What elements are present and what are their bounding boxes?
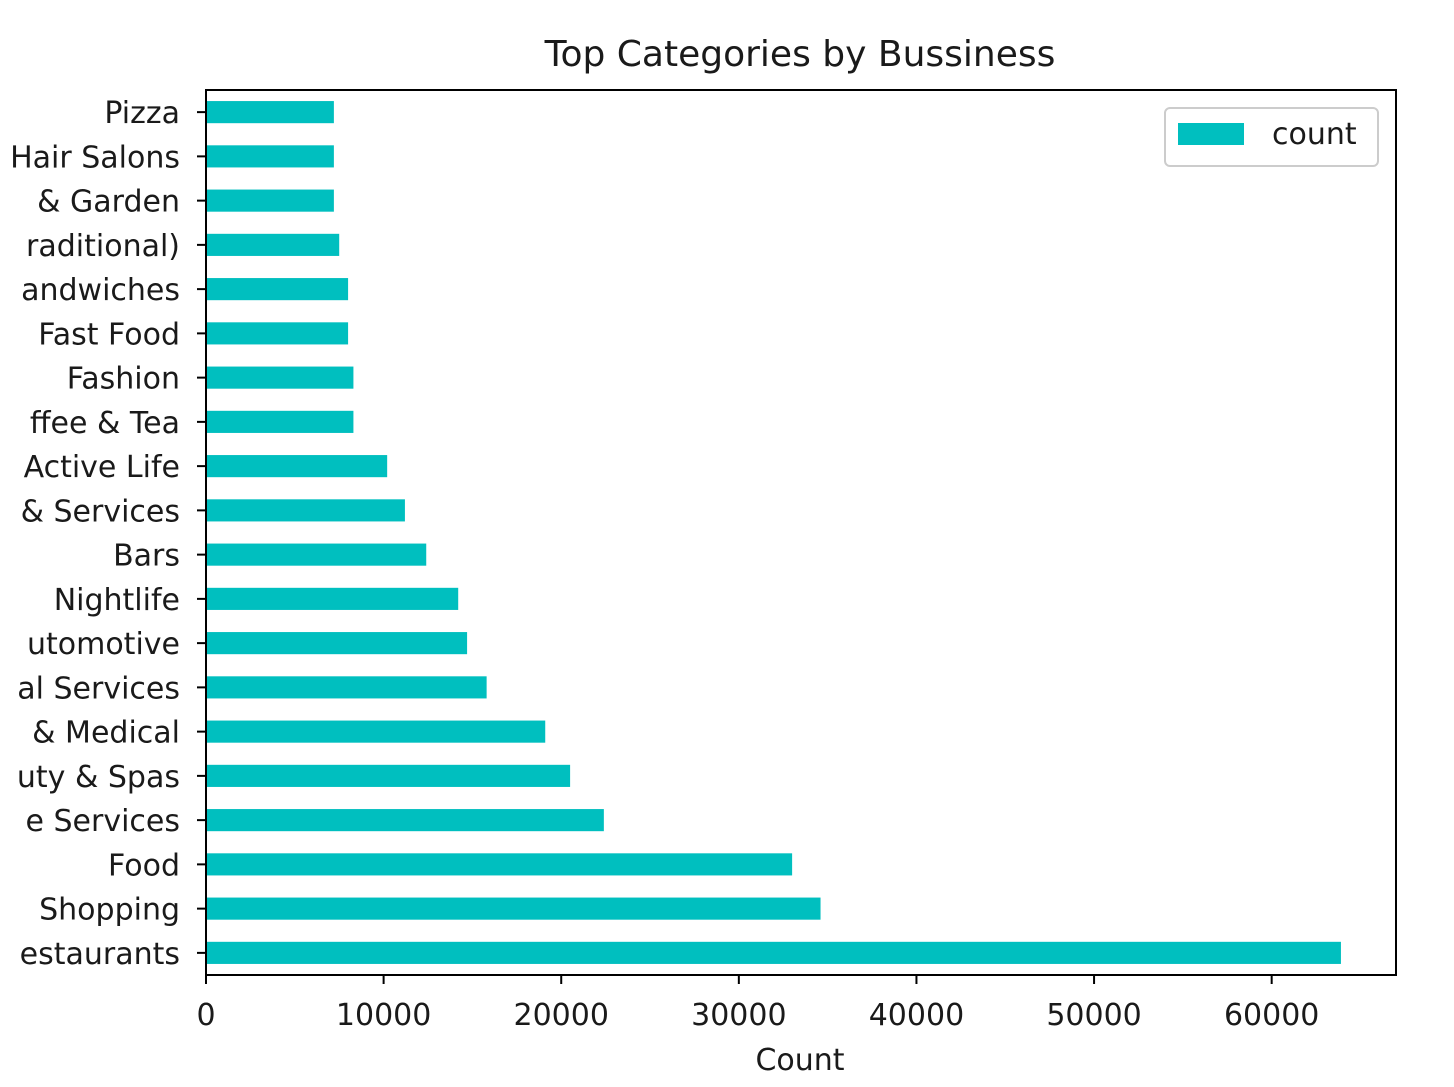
- y-tick-label-8: Nightlife: [54, 583, 180, 618]
- legend-swatch-count: [1178, 123, 1244, 145]
- y-tick-label-16: raditional): [26, 229, 180, 264]
- y-tick-label-5: & Medical: [32, 716, 180, 751]
- bar-13: [206, 366, 354, 389]
- y-tick-label-11: Active Life: [24, 450, 180, 485]
- bar-14: [206, 322, 349, 345]
- legend-box: [1164, 107, 1379, 167]
- x-axis-title: Count: [755, 1043, 844, 1078]
- bar-2: [206, 853, 793, 876]
- bar-8: [206, 587, 459, 610]
- y-tick-label-19: Pizza: [104, 96, 180, 131]
- plot-frame: [205, 89, 1397, 976]
- y-tick-label-2: Food: [108, 848, 180, 883]
- x-tick-label-1: 10000: [336, 998, 431, 1033]
- y-tick-label-14: Fast Food: [38, 317, 180, 352]
- bar-4: [206, 764, 571, 787]
- bar-19: [206, 101, 334, 124]
- bar-12: [206, 410, 354, 433]
- y-tick-label-0: estaurants: [20, 937, 180, 972]
- y-tick-label-4: uty & Spas: [17, 760, 180, 795]
- chart-title: Top Categories by Bussiness: [544, 34, 1056, 75]
- x-tick-label-2: 20000: [514, 998, 609, 1033]
- bars-group: [206, 101, 1341, 964]
- x-tick-label-4: 40000: [869, 998, 964, 1033]
- bar-5: [206, 720, 546, 743]
- y-tick-label-7: utomotive: [27, 627, 180, 662]
- bar-1: [206, 897, 821, 920]
- bar-3: [206, 809, 604, 832]
- x-tick-label-0: 0: [196, 998, 215, 1033]
- x-tick-label-6: 60000: [1224, 998, 1319, 1033]
- y-axis: estaurants Shopping Food e Services uty & Sp…: [10, 96, 206, 972]
- bar-7: [206, 632, 468, 655]
- y-tick-label-1: Shopping: [39, 893, 180, 928]
- bar-6: [206, 676, 487, 699]
- bar-15: [206, 278, 349, 301]
- bar-0: [206, 941, 1341, 964]
- y-tick-label-18: Hair Salons: [10, 140, 180, 175]
- x-tick-label-3: 30000: [691, 998, 786, 1033]
- legend-label-count: count: [1272, 117, 1357, 152]
- bar-11: [206, 455, 388, 478]
- y-tick-label-15: andwiches: [21, 273, 180, 308]
- bar-9: [206, 543, 427, 566]
- y-tick-label-9: Bars: [113, 539, 180, 574]
- y-tick-label-6: al Services: [17, 671, 180, 706]
- bar-17: [206, 189, 334, 212]
- x-axis: 0 10000 20000 30000 40000 50000 60000: [196, 975, 1319, 1033]
- y-tick-label-13: Fashion: [67, 362, 180, 397]
- legend: count: [1164, 107, 1379, 167]
- x-tick-label-5: 50000: [1046, 998, 1141, 1033]
- y-tick-label-10: & Services: [21, 494, 180, 529]
- bar-10: [206, 499, 405, 522]
- bar-18: [206, 145, 334, 168]
- bar-16: [206, 233, 340, 256]
- y-tick-label-12: ffee & Tea: [30, 406, 180, 441]
- y-tick-label-3: e Services: [26, 804, 181, 839]
- y-tick-label-17: & Garden: [37, 185, 180, 220]
